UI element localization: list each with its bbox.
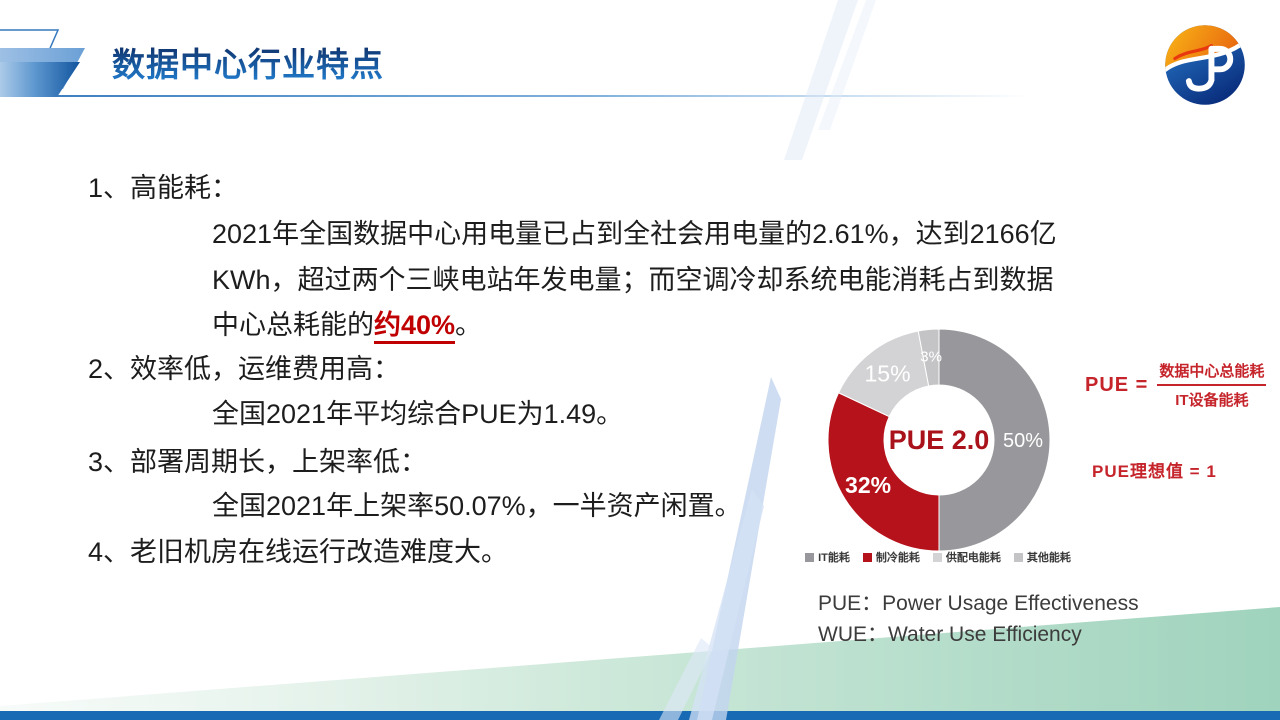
slice-label-50%: 50% bbox=[1003, 430, 1043, 452]
abbreviation-notes: PUE：Power Usage Effectiveness WUE：Water … bbox=[818, 588, 1139, 650]
donut-center-label: PUE 2.0 bbox=[889, 425, 990, 455]
legend-item-IT能耗: IT能耗 bbox=[805, 549, 850, 565]
donut-slice-制冷能耗 bbox=[827, 392, 940, 552]
list-item-1-line-1: 2021年全国数据中心用电量已占到全社会用电量的2.61%，达到2166亿 bbox=[212, 219, 1057, 249]
pue-formula: PUE = 数据中心总能耗 IT设备能耗 bbox=[1085, 360, 1267, 410]
formula-lhs: PUE = bbox=[1085, 373, 1149, 396]
line-3-suffix: 。 bbox=[455, 310, 483, 340]
legend-label: IT能耗 bbox=[818, 552, 850, 564]
legend-marker-icon bbox=[805, 552, 815, 562]
legend-marker-icon bbox=[862, 552, 872, 562]
legend-item-制冷能耗: 制冷能耗 bbox=[862, 549, 920, 565]
header-divider-line bbox=[50, 95, 1030, 97]
list-item-1-label: 1、高能耗： bbox=[88, 173, 239, 203]
legend-label: 制冷能耗 bbox=[875, 552, 920, 564]
list-item-2-label: 2、效率低，运维费用高： bbox=[88, 354, 401, 384]
list-item-1-line-3: 中心总耗能的约40%。 bbox=[212, 303, 483, 344]
legend-label: 供配电能耗 bbox=[945, 552, 1001, 564]
formula-denominator: IT设备能耗 bbox=[1175, 392, 1249, 409]
slice-label-32%: 32% bbox=[845, 472, 891, 498]
header-streak-2 bbox=[818, 0, 876, 130]
company-logo-icon bbox=[1165, 25, 1245, 105]
formula-fraction: 数据中心总能耗 IT设备能耗 bbox=[1157, 360, 1267, 410]
list-item-1-line-2: KWh，超过两个三峡电站年发电量；而空调冷却系统电能消耗占到数据 bbox=[212, 265, 1054, 295]
pue-donut-chart: 50% 32% 15% 3% PUE 2.0 bbox=[827, 328, 1051, 552]
diagonal-sliver-3 bbox=[659, 638, 713, 720]
slide-title: 数据中心行业特点 bbox=[112, 38, 384, 86]
header-decoration bbox=[0, 0, 876, 160]
bottom-blue-bar bbox=[0, 711, 1280, 720]
pue-abbreviation: PUE：Power Usage Effectiveness bbox=[818, 592, 1139, 615]
legend-marker-icon bbox=[1013, 552, 1023, 562]
header-streak-1 bbox=[784, 0, 858, 160]
red-highlight-40pct: 约40% bbox=[374, 310, 456, 344]
slice-label-15%: 15% bbox=[864, 361, 910, 387]
donut-slice-其他能耗 bbox=[917, 328, 940, 387]
line-3-prefix: 中心总耗能的 bbox=[212, 310, 374, 340]
donut-slice-IT能耗 bbox=[938, 328, 1051, 552]
legend-marker-icon bbox=[932, 552, 942, 562]
wue-abbreviation: WUE：Water Use Efficiency bbox=[818, 623, 1082, 646]
green-wedge bbox=[0, 607, 1280, 720]
list-item-2-line-1: 全国2021年平均综合PUE为1.49。 bbox=[212, 399, 624, 429]
chart-legend: IT能耗 制冷能耗 供配电能耗 其他能耗 bbox=[788, 549, 1088, 565]
formula-numerator: 数据中心总能耗 bbox=[1157, 360, 1267, 386]
list-item-3-label: 3、部署周期长，上架率低： bbox=[88, 447, 428, 477]
legend-label: 其他能耗 bbox=[1026, 552, 1071, 564]
legend-item-其他能耗: 其他能耗 bbox=[1013, 549, 1071, 565]
slice-label-3%: 3% bbox=[920, 349, 942, 366]
list-item-3-line-1: 全国2021年上架率50.07%，一半资产闲置。 bbox=[212, 491, 742, 521]
gradient-parallelogram bbox=[0, 62, 80, 97]
diagonal-sliver-2 bbox=[689, 489, 764, 720]
legend-item-供配电能耗: 供配电能耗 bbox=[932, 549, 1001, 565]
list-item-4-label: 4、老旧机房在线运行改造难度大。 bbox=[88, 537, 509, 567]
pue-ideal-value: PUE理想值 = 1 bbox=[1092, 462, 1217, 481]
